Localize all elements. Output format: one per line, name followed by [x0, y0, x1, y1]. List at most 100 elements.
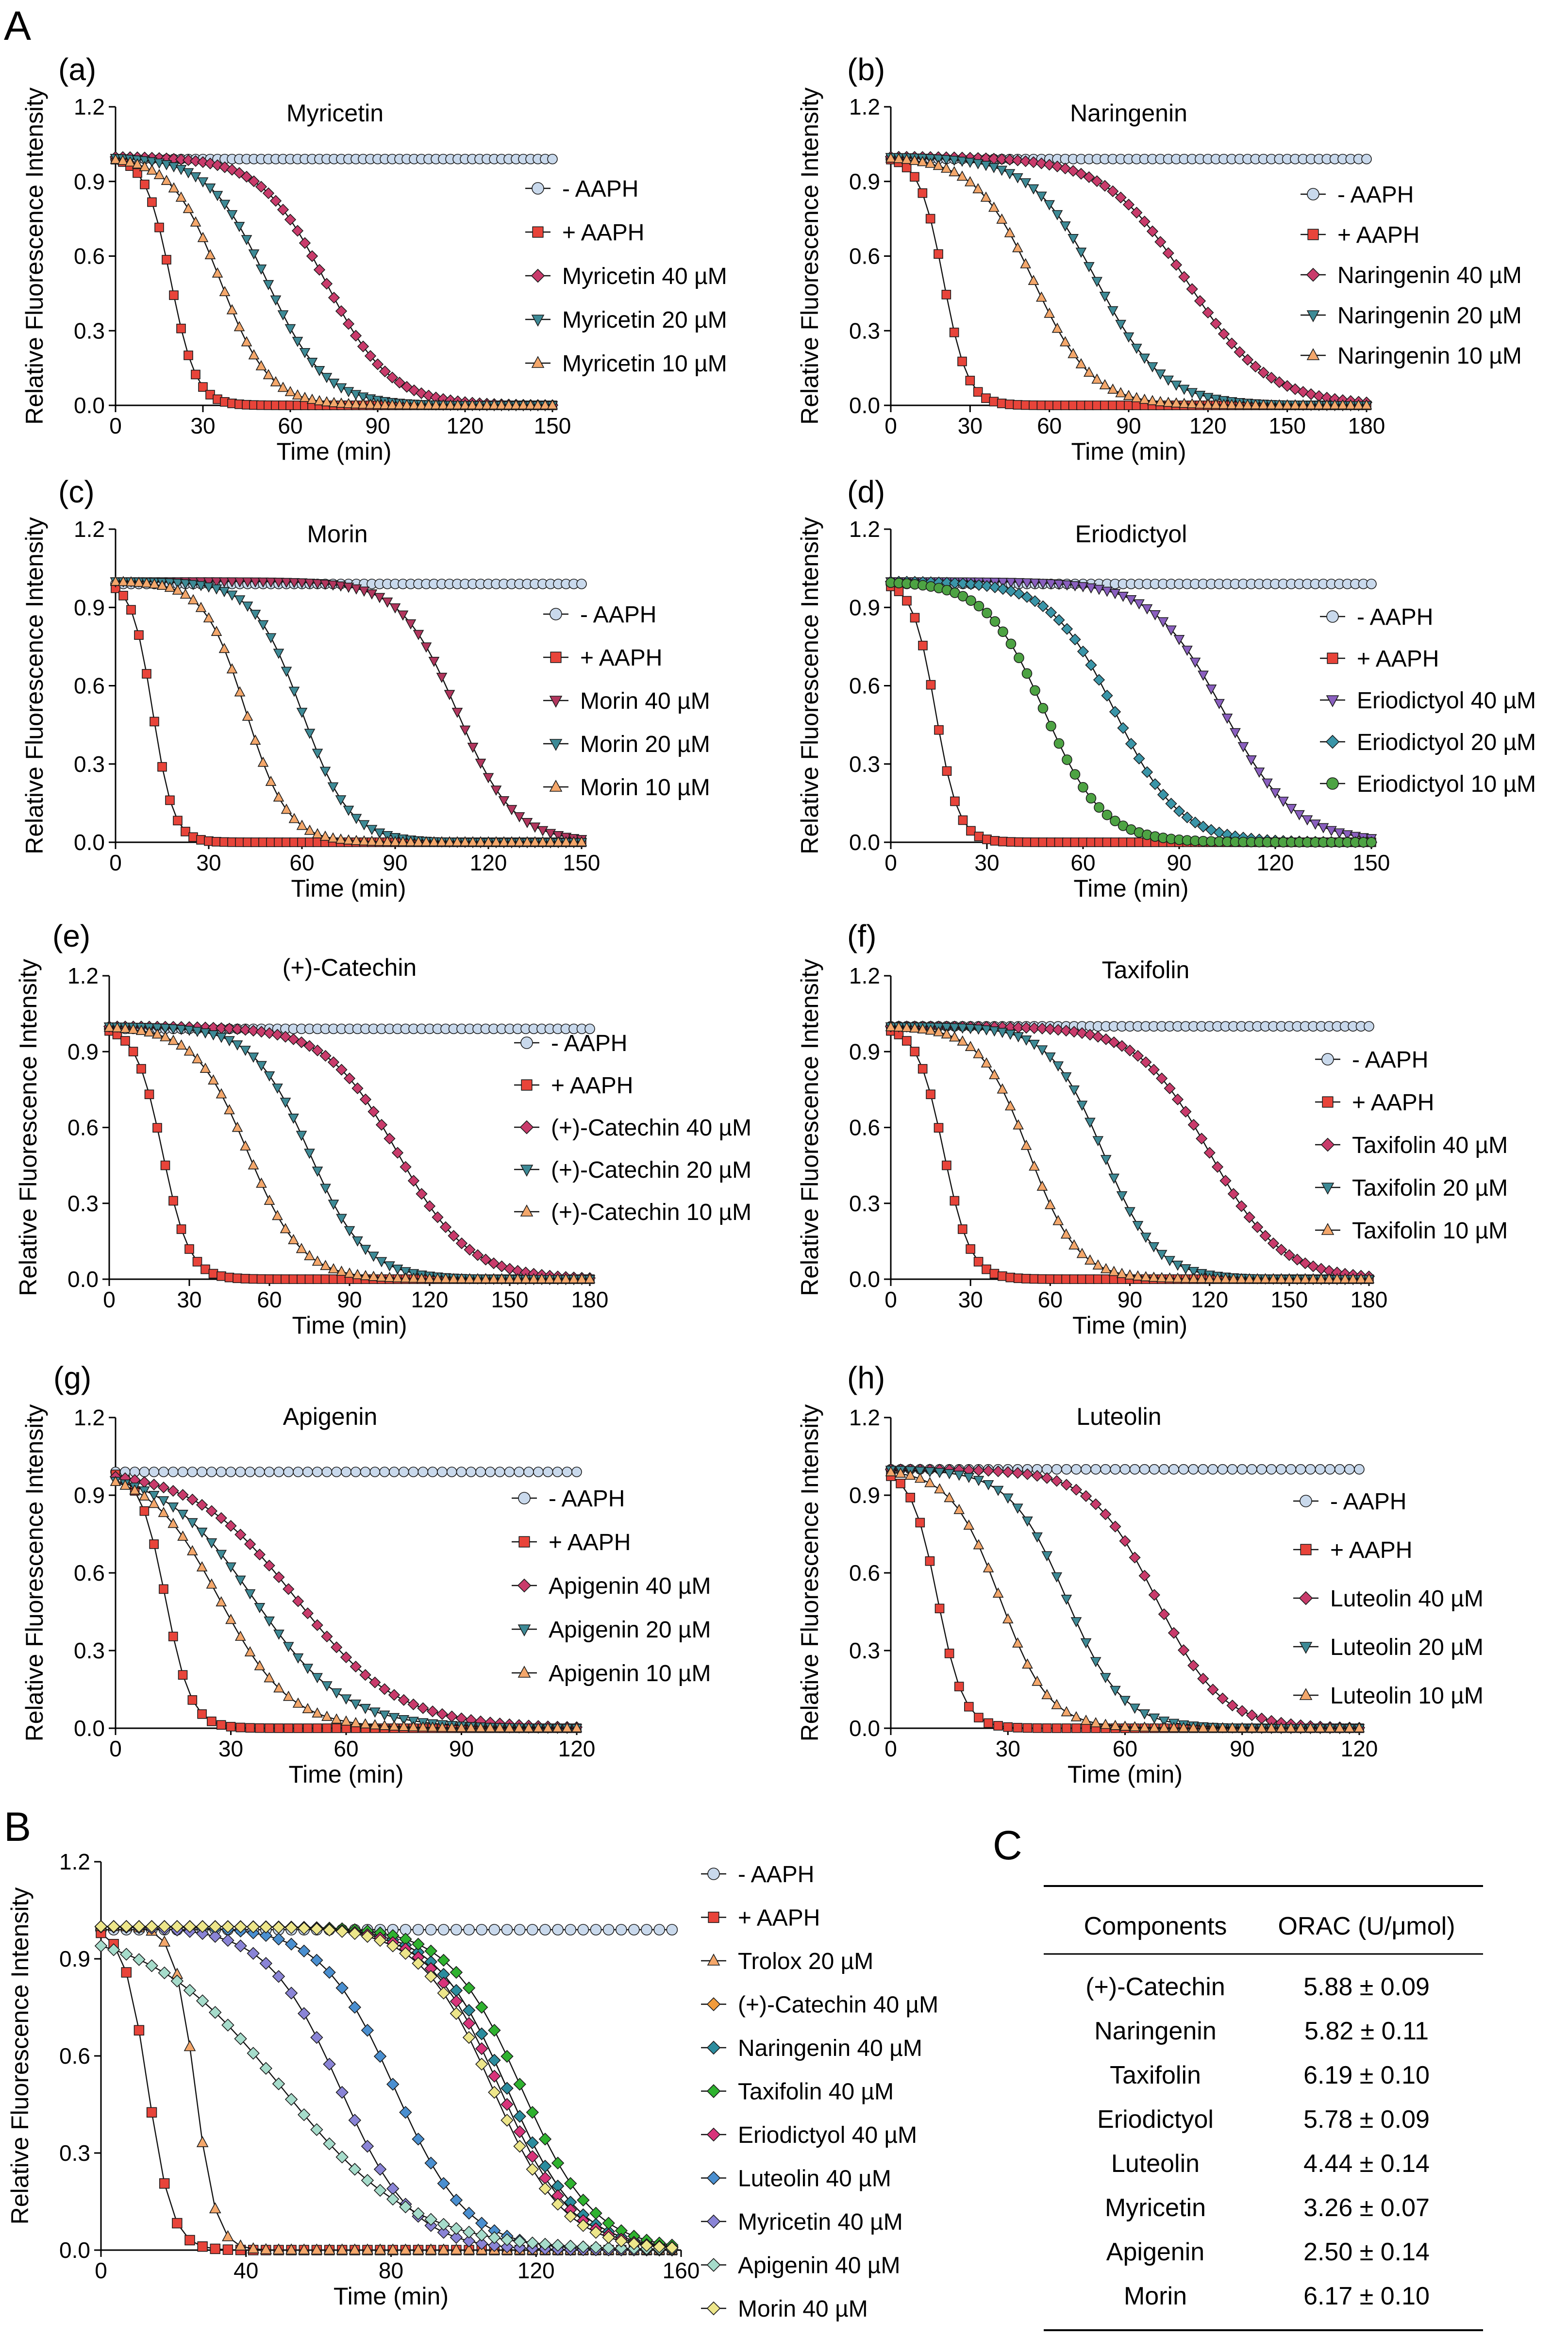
data-point: [1364, 1021, 1374, 1032]
data-point: [1075, 248, 1087, 258]
data-point: [272, 1274, 283, 1284]
x-axis-title: Time (min): [1073, 875, 1188, 902]
table-cell-orac: 5.88 ± 0.09: [1303, 1973, 1430, 2001]
data-point: [1273, 399, 1285, 410]
data-point: [128, 1023, 139, 1034]
y-tick-label: 0.9: [849, 1039, 880, 1064]
data-point: [249, 1274, 258, 1284]
data-point: [490, 785, 502, 796]
y-tick-label: 0.0: [67, 1267, 99, 1292]
data-point: [234, 1630, 246, 1641]
data-point: [1138, 216, 1151, 228]
data-point: [234, 222, 245, 233]
x-tick-label: 30: [958, 1287, 983, 1312]
data-point: [1285, 804, 1297, 815]
data-point: [374, 835, 385, 846]
data-point: [167, 1467, 179, 1477]
data-point: [475, 2217, 488, 2230]
data-point: [1022, 1658, 1033, 1669]
data-point: [996, 153, 1008, 165]
data-point: [420, 642, 432, 653]
y-axis-title: Relative Fluorescence Intensity: [796, 517, 823, 854]
data-point: [488, 2231, 501, 2244]
data-point: [1078, 782, 1088, 793]
data-point: [1354, 1464, 1365, 1475]
data-point: [149, 1539, 159, 1549]
data-point: [159, 1584, 168, 1594]
data-point: [1080, 1714, 1092, 1725]
data-point: [966, 826, 976, 836]
data-point: [488, 1273, 500, 1284]
series-1: [104, 1026, 595, 1284]
data-point: [463, 1924, 475, 1936]
data-point: [1043, 159, 1055, 171]
data-point: [176, 1224, 186, 1234]
data-point: [445, 399, 456, 410]
data-point: [1037, 703, 1049, 714]
data-point: [475, 2237, 488, 2251]
data-point: [1344, 1464, 1355, 1475]
data-point: [187, 1695, 198, 1705]
table-cell-component: Naringenin: [1094, 2017, 1217, 2045]
data-point: [1020, 1021, 1033, 1034]
data-point: [172, 579, 183, 589]
legend-label: Eriodictyol 40 µM: [1357, 688, 1536, 714]
series-line: [109, 1030, 590, 1280]
data-point: [135, 1024, 147, 1035]
data-point: [313, 1274, 322, 1284]
data-point: [448, 1230, 460, 1242]
panel-title: Morin: [307, 520, 367, 548]
data-point: [273, 791, 284, 802]
data-point: [1116, 1040, 1128, 1052]
data-point: [117, 576, 129, 586]
data-point: [284, 324, 296, 334]
data-point: [1068, 1239, 1080, 1250]
data-point: [206, 1467, 217, 1477]
data-point: [1013, 587, 1025, 600]
data-point: [270, 295, 282, 306]
series-1: [886, 582, 1376, 847]
data-point: [1060, 1072, 1072, 1083]
data-point: [358, 835, 370, 846]
y-tick-label: 0.0: [74, 830, 105, 855]
data-point: [264, 1194, 275, 1205]
data-point: [398, 1720, 410, 1731]
table-cell-orac: 5.82 ± 0.11: [1304, 2017, 1429, 2045]
data-point: [1221, 714, 1233, 724]
data-point: [1020, 258, 1032, 268]
data-point: [340, 1694, 352, 1705]
data-point: [216, 1550, 227, 1560]
data-point: [1323, 1273, 1335, 1284]
data-point: [1110, 837, 1120, 847]
data-point: [500, 2098, 514, 2111]
data-point: [1202, 393, 1214, 403]
x-tick-label: 120: [447, 413, 484, 438]
data-point: [1036, 1045, 1048, 1056]
data-point: [247, 1920, 260, 1934]
data-point: [1053, 614, 1065, 626]
data-point: [602, 2217, 615, 2230]
data-point: [523, 1722, 534, 1733]
data-point: [1119, 1696, 1131, 1706]
data-point: [974, 832, 984, 841]
data-point: [1077, 1274, 1087, 1284]
data-point: [254, 1467, 265, 1477]
data-point: [1068, 348, 1079, 358]
data-point: [965, 376, 975, 385]
data-point: [221, 2019, 234, 2032]
legend-label: - AAPH: [1352, 1047, 1428, 1073]
series-3: [885, 153, 1372, 412]
data-point: [400, 2243, 412, 2255]
data-point: [1084, 1254, 1096, 1265]
data-point: [1020, 400, 1031, 410]
data-point: [910, 1047, 920, 1056]
data-point: [523, 1467, 534, 1477]
data-point: [336, 1266, 347, 1276]
data-point: [513, 2110, 526, 2123]
legend-label: - AAPH: [738, 1862, 814, 1887]
data-point: [364, 350, 377, 362]
table-cell-component: Luteolin: [1111, 2150, 1200, 2178]
data-point: [133, 1953, 146, 1966]
data-point: [304, 579, 316, 589]
data-point: [416, 1272, 427, 1283]
